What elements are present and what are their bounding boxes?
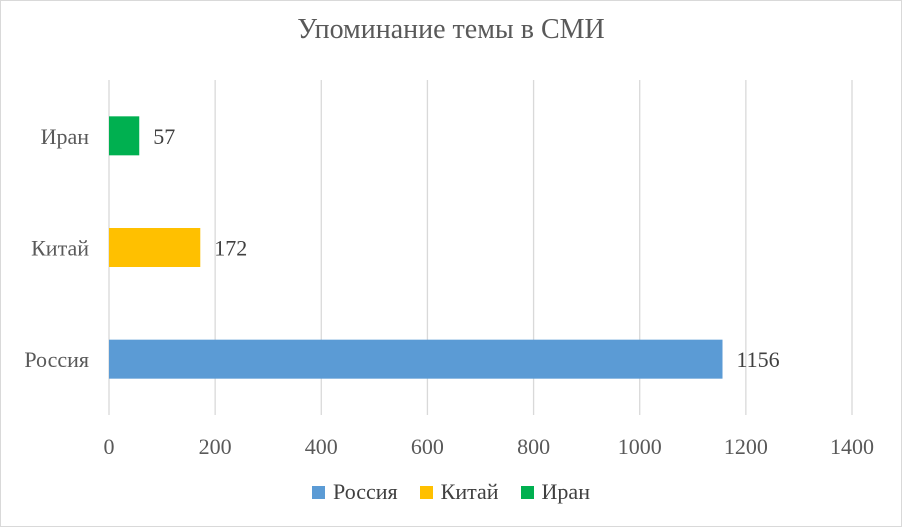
x-tick-label: 400 <box>305 434 338 459</box>
y-category-label: Россия <box>24 347 89 372</box>
data-label: 57 <box>153 124 175 149</box>
data-label: 1156 <box>737 347 780 372</box>
y-category-label: Иран <box>41 124 90 149</box>
x-tick-label: 200 <box>199 434 232 459</box>
x-tick-label: 800 <box>517 434 550 459</box>
x-tick-label: 1400 <box>830 434 874 459</box>
legend: Россия Китай Иран <box>0 479 902 505</box>
legend-swatch <box>520 485 534 499</box>
x-tick-label: 1200 <box>724 434 768 459</box>
legend-item: Китай <box>419 479 499 505</box>
legend-swatch <box>312 485 325 499</box>
legend-item: Россия <box>312 479 398 505</box>
bar-2 <box>109 116 140 156</box>
legend-label: Китай <box>440 479 499 504</box>
legend-swatch <box>419 485 433 499</box>
legend-label: Россия <box>333 479 398 504</box>
y-category-label: Китай <box>31 236 89 261</box>
legend-label: Иран <box>541 479 590 504</box>
chart-title: Упоминание темы в СМИ <box>297 14 605 45</box>
data-label: 172 <box>214 236 247 261</box>
bar-0 <box>109 339 723 379</box>
bar-1 <box>109 228 201 267</box>
x-tick-label: 1000 <box>618 434 662 459</box>
x-tick-label: 600 <box>411 434 444 459</box>
x-tick-label: 0 <box>104 434 115 459</box>
legend-item: Иран <box>520 479 590 505</box>
